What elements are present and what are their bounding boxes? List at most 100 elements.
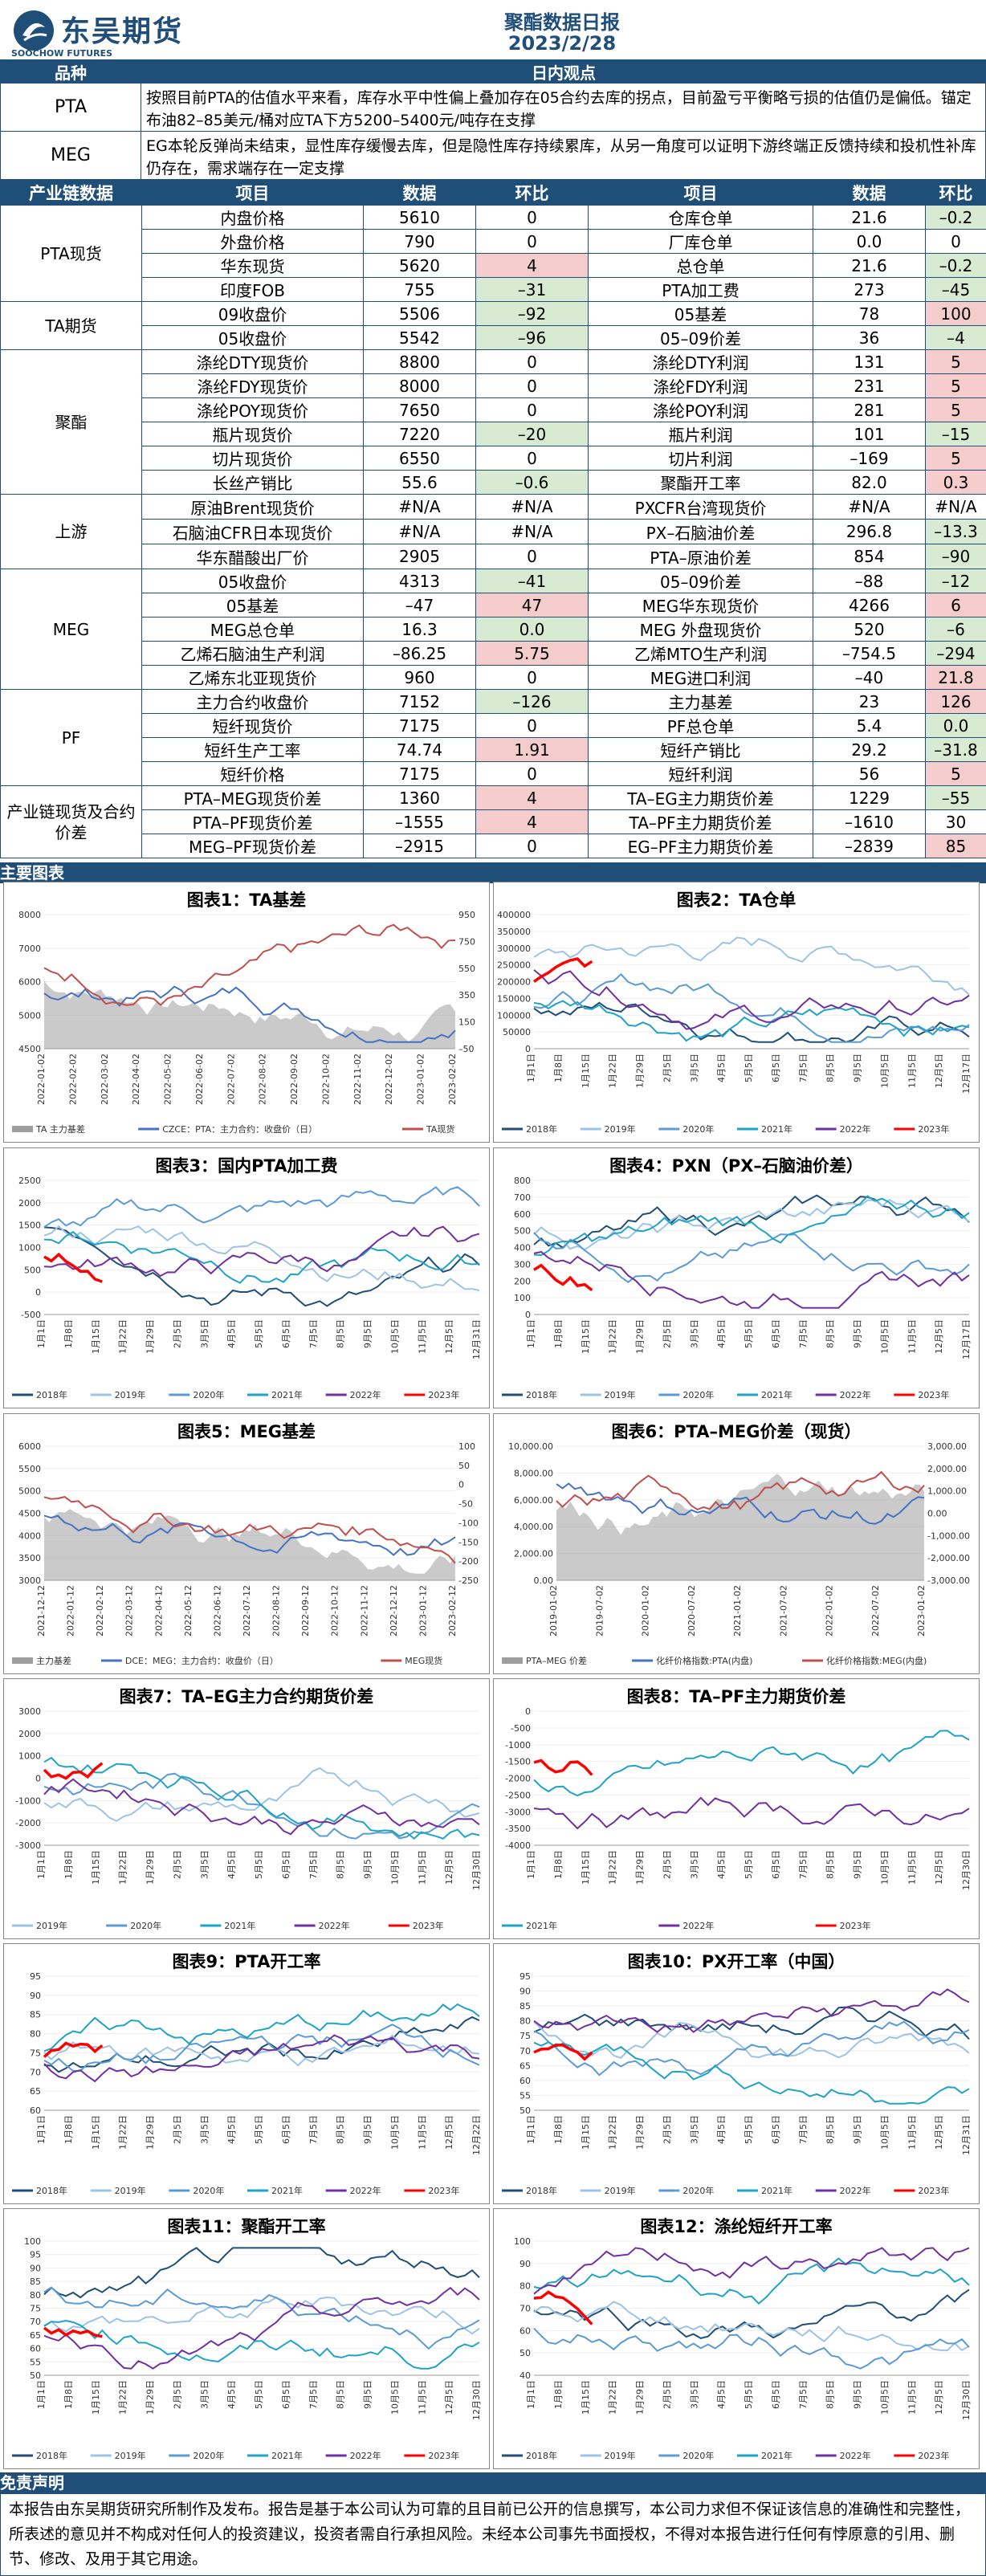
y2-tick-label: -2,000.00 bbox=[927, 1553, 970, 1563]
value-cell: –40 bbox=[813, 665, 926, 690]
x-tick-label: 12月22日 bbox=[471, 2115, 482, 2155]
change-cell: #N/A bbox=[475, 519, 589, 544]
y2-tick-label: -200 bbox=[458, 1556, 479, 1567]
x-tick-label: 2月5日 bbox=[662, 2380, 672, 2409]
x-tick-label: 7月5日 bbox=[308, 2380, 319, 2409]
item-name-cell: 原油Brent现货价 bbox=[141, 494, 364, 520]
y-tick-label: 0 bbox=[35, 1774, 41, 1784]
y2-tick-label: 150 bbox=[458, 1017, 475, 1028]
x-tick-label: 7月5日 bbox=[798, 1850, 809, 1879]
x-tick-label: 3月5日 bbox=[199, 1319, 210, 1348]
item-name-cell: 聚酯开工率 bbox=[588, 470, 813, 495]
x-tick-label: 1月8日 bbox=[63, 2115, 74, 2144]
legend-label: 2021年 bbox=[761, 2185, 792, 2196]
change-cell: –20 bbox=[475, 422, 589, 446]
y2-tick-label: 750 bbox=[458, 936, 475, 947]
value-cell: 281 bbox=[813, 397, 926, 422]
x-tick-label: 12月17日 bbox=[961, 1319, 972, 1359]
x-tick-label: 10月5日 bbox=[389, 1319, 400, 1354]
y-tick-label: 75 bbox=[519, 2031, 531, 2041]
x-tick-label: 1月22日 bbox=[118, 1850, 128, 1885]
change-cell: 21.8 bbox=[925, 665, 986, 690]
x-tick-label: 2022-10-02 bbox=[320, 1054, 331, 1105]
x-tick-label: 12月17日 bbox=[961, 1054, 972, 1094]
y-tick-label: -2500 bbox=[505, 1790, 531, 1800]
series-line bbox=[533, 2301, 970, 2352]
legend-label: 2022年 bbox=[350, 2450, 381, 2461]
series-line bbox=[533, 2021, 970, 2059]
legend-label: 2020年 bbox=[682, 2185, 714, 2196]
y2-tick-label: -250 bbox=[458, 1575, 479, 1586]
company-logo-icon bbox=[14, 10, 54, 51]
y-tick-label: 40 bbox=[519, 2370, 531, 2381]
x-tick-label: 12月30日 bbox=[471, 1850, 482, 1890]
x-tick-label: 8月5日 bbox=[336, 2115, 346, 2144]
y2-tick-label: -3,000.00 bbox=[927, 1575, 970, 1586]
x-tick-label: 12月30日 bbox=[471, 2380, 482, 2420]
x-tick-label: 12月5日 bbox=[444, 2380, 454, 2415]
y-tick-label: 70 bbox=[519, 2304, 531, 2314]
x-tick-label: 9月5日 bbox=[363, 2115, 373, 2144]
category-cell: 产业链现货及合约价差 bbox=[0, 785, 142, 858]
change-cell: 0 bbox=[475, 665, 589, 690]
legend-label: 2021年 bbox=[224, 1920, 255, 1931]
x-tick-label: 2月5日 bbox=[662, 1850, 672, 1879]
series-line bbox=[533, 2043, 593, 2061]
change-cell: 5.75 bbox=[475, 641, 589, 666]
x-tick-label: 3月5日 bbox=[199, 1850, 210, 1879]
table-header-row: 产业链数据 项目 数据 环比 项目 数据 环比 bbox=[0, 180, 986, 206]
item-name-cell: PF总仓单 bbox=[588, 713, 813, 738]
x-tick-label: 6月5日 bbox=[281, 1850, 291, 1879]
x-tick-label: 8月5日 bbox=[825, 2380, 836, 2409]
x-tick-label: 1月29日 bbox=[145, 2380, 156, 2415]
table-row: 上游 原油Brent现货价 #N/A #N/A PXCFR台湾现货价 #N/A #N/A bbox=[0, 494, 986, 569]
x-tick-label: 2022-12-02 bbox=[384, 1054, 394, 1105]
x-tick-label: 1月1日 bbox=[526, 2380, 536, 2409]
y-tick-label: 200000 bbox=[497, 977, 531, 988]
table-row: 乙烯石脑油生产利润 –86.25 5.75 乙烯MTO生产利润 –754.5 –294 bbox=[1, 641, 986, 666]
value-cell: 1360 bbox=[363, 785, 476, 810]
y-tick-label: 90 bbox=[30, 2263, 41, 2273]
item-name-cell: 05收盘价 bbox=[141, 569, 364, 593]
y2-tick-label: 50 bbox=[458, 1461, 470, 1471]
table-row: MEG–PF现货价差 –2915 0 EG–PF主力期货价差 –2839 85 bbox=[1, 834, 986, 858]
x-tick-label: 2022-06-02 bbox=[194, 1054, 205, 1105]
y-tick-label: -2000 bbox=[505, 1774, 531, 1784]
item-name-cell: PTA加工费 bbox=[588, 277, 813, 302]
x-tick-label: 2019-01-02 bbox=[548, 1585, 559, 1636]
report-header: 东吴期货 SOOCHOW FUTURES 聚酯数据日报 2023/2/28 bbox=[0, 0, 986, 63]
legend-label: 2019年 bbox=[605, 1123, 636, 1135]
y-tick-label: 55 bbox=[519, 2090, 531, 2101]
y-tick-label: 300 bbox=[514, 1259, 531, 1270]
x-tick-label: 2019-07-02 bbox=[594, 1585, 605, 1636]
x-tick-label: 1月29日 bbox=[635, 1850, 646, 1885]
x-tick-label: 2020-07-02 bbox=[687, 1585, 697, 1636]
y-tick-label: 7000 bbox=[18, 944, 41, 954]
legend-label: 主力基差 bbox=[36, 1655, 71, 1666]
legend-label: 2021年 bbox=[761, 1389, 792, 1400]
legend-label: 2019年 bbox=[605, 1389, 636, 1400]
legend-label: 2018年 bbox=[36, 2185, 67, 2196]
y2-tick-label: -100 bbox=[458, 1518, 479, 1528]
y-tick-label: 4,000.00 bbox=[514, 1522, 553, 1532]
x-tick-label: 5月5日 bbox=[254, 1850, 264, 1879]
x-tick-label: 12月5日 bbox=[934, 1850, 944, 1885]
legend-label: 2019年 bbox=[115, 1389, 146, 1400]
x-tick-label: 4月5日 bbox=[716, 2115, 727, 2144]
x-tick-label: 2022-08-02 bbox=[258, 1054, 268, 1105]
legend-label: 2018年 bbox=[526, 2185, 557, 2196]
legend-label: PTA–MEG 价差 bbox=[526, 1655, 587, 1666]
value-cell: –86.25 bbox=[363, 641, 476, 666]
chart-3: 图表3：国内PTA加工费 2500 2000 1500 1000 500 0 -500 1月1日… bbox=[3, 1147, 490, 1408]
x-tick-label: 1月8日 bbox=[553, 1850, 564, 1879]
legend-label: 2019年 bbox=[605, 2185, 636, 2196]
x-tick-label: 2022-01-02 bbox=[825, 1585, 835, 1636]
change-cell: #N/A bbox=[925, 494, 986, 520]
table-row: TA期货 09收盘价 5506 –92 05基差 78 100 bbox=[0, 301, 986, 350]
table-row: 聚酯 涤纶DTY现货价 8800 0 涤纶DTY利润 131 5 bbox=[0, 349, 986, 495]
change-cell: 5 bbox=[925, 761, 986, 786]
change-cell: 0.0 bbox=[475, 617, 589, 642]
item-name-cell: 09收盘价 bbox=[141, 301, 364, 326]
item-name-cell: MEG华东现货价 bbox=[588, 593, 813, 618]
